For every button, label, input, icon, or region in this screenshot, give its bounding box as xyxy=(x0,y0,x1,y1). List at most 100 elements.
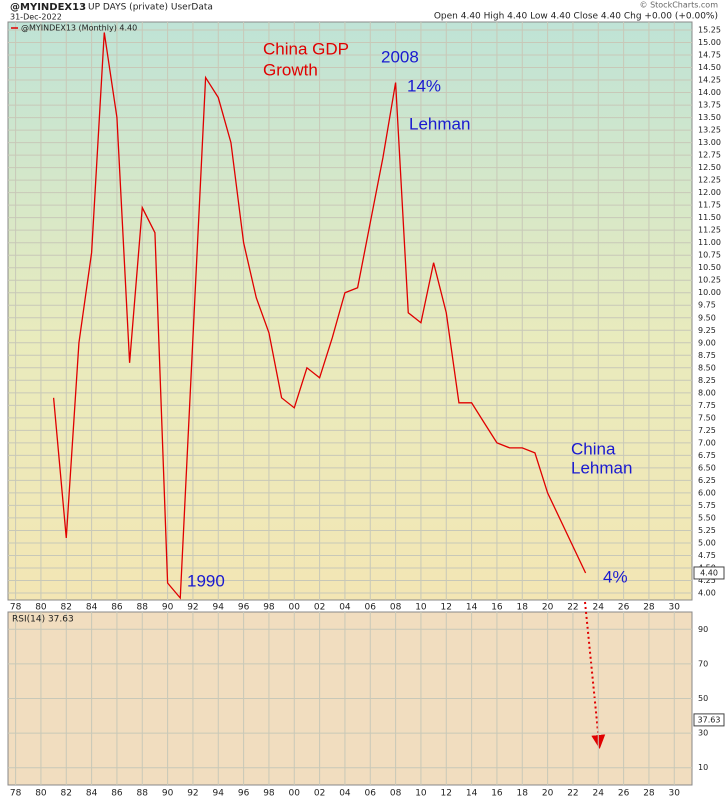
y-tick-label: 90 xyxy=(698,625,708,634)
x-tick-label: 22 xyxy=(567,603,578,613)
x-tick-label: 96 xyxy=(238,789,250,799)
x-tick-label: 90 xyxy=(162,789,174,799)
x-tick-label: 24 xyxy=(593,789,605,799)
x-tick-label: 80 xyxy=(35,603,47,613)
y-tick-label: 6.75 xyxy=(698,451,716,460)
x-tick-label: 10 xyxy=(415,603,427,613)
x-tick-label: 08 xyxy=(390,789,402,799)
y-tick-label: 7.75 xyxy=(698,401,716,410)
symbol: @MYINDEX13 xyxy=(10,2,86,13)
y-tick-label: 13.25 xyxy=(698,126,721,135)
x-tick-label: 26 xyxy=(618,603,630,613)
y-tick-label: 7.25 xyxy=(698,426,716,435)
x-tick-label: 92 xyxy=(187,789,198,799)
credit: © StockCharts.com xyxy=(640,1,719,10)
y-tick-label: 50 xyxy=(698,694,708,703)
y-tick-label: 8.75 xyxy=(698,351,716,360)
y-tick-label: 4.25 xyxy=(698,576,716,585)
annotation: 2008 xyxy=(381,47,419,66)
y-tick-label: 9.75 xyxy=(698,301,716,310)
x-tick-label: 22 xyxy=(567,789,578,799)
y-tick-label: 8.00 xyxy=(698,388,716,397)
y-tick-label: 5.75 xyxy=(698,501,716,510)
annotation: China xyxy=(571,439,616,458)
y-tick-label: 12.50 xyxy=(698,163,721,172)
y-tick-label: 5.50 xyxy=(698,513,716,522)
panel-title: RSI(14) 37.63 xyxy=(12,615,74,625)
y-tick-label: 13.50 xyxy=(698,113,721,122)
x-tick-label: 78 xyxy=(10,789,22,799)
y-tick-label: 10.25 xyxy=(698,276,721,285)
y-tick-label: 4.00 xyxy=(698,588,716,597)
last-value-label: 37.63 xyxy=(698,715,721,724)
y-tick-label: 6.50 xyxy=(698,463,716,472)
y-tick-label: 11.25 xyxy=(698,226,721,235)
y-tick-label: 10.50 xyxy=(698,263,721,272)
x-tick-label: 14 xyxy=(466,789,478,799)
y-tick-label: 9.50 xyxy=(698,313,716,322)
x-tick-label: 18 xyxy=(517,789,529,799)
y-tick-label: 7.50 xyxy=(698,413,716,422)
y-tick-label: 8.25 xyxy=(698,376,716,385)
y-tick-label: 30 xyxy=(698,729,708,738)
x-tick-label: 84 xyxy=(86,603,98,613)
y-tick-label: 13.75 xyxy=(698,101,721,110)
x-tick-label: 86 xyxy=(111,603,123,613)
y-tick-label: 14.50 xyxy=(698,63,721,72)
x-tick-label: 18 xyxy=(517,603,529,613)
y-tick-label: 11.00 xyxy=(698,238,721,247)
x-tick-label: 02 xyxy=(314,603,325,613)
y-tick-label: 5.00 xyxy=(698,538,716,547)
x-tick-label: 24 xyxy=(593,603,605,613)
arrow xyxy=(584,601,606,749)
x-tick-label: 30 xyxy=(669,603,681,613)
y-tick-label: 10.00 xyxy=(698,288,721,297)
y-tick-label: 8.50 xyxy=(698,363,716,372)
annotation: 4% xyxy=(603,567,628,586)
date: 31-Dec-2022 xyxy=(10,13,62,22)
y-tick-label: 70 xyxy=(698,659,708,668)
x-tick-label: 08 xyxy=(390,603,402,613)
y-tick-label: 6.00 xyxy=(698,488,716,497)
y-tick-label: 14.00 xyxy=(698,88,721,97)
x-tick-label: 04 xyxy=(339,603,351,613)
x-tick-label: 26 xyxy=(618,789,630,799)
y-tick-label: 4.75 xyxy=(698,551,716,560)
x-tick-label: 00 xyxy=(289,603,301,613)
y-tick-label: 10 xyxy=(698,763,708,772)
y-tick-label: 11.75 xyxy=(698,201,721,210)
x-tick-label: 98 xyxy=(263,789,275,799)
x-tick-label: 92 xyxy=(187,603,198,613)
x-tick-label: 30 xyxy=(669,789,681,799)
legend-label: @MYINDEX13 (Monthly) 4.40 xyxy=(21,24,137,33)
annotation: Lehman xyxy=(409,114,470,133)
annotation: 1990 xyxy=(187,571,225,590)
y-tick-label: 9.25 xyxy=(698,326,716,335)
last-value-label: 4.40 xyxy=(700,568,718,577)
x-tick-label: 94 xyxy=(213,789,225,799)
x-tick-label: 04 xyxy=(339,789,351,799)
quote: Open 4.40 High 4.40 Low 4.40 Close 4.40 … xyxy=(434,12,718,22)
last-value-tag xyxy=(693,566,725,580)
y-tick-label: 11.50 xyxy=(698,213,721,222)
y-tick-label: 13.00 xyxy=(698,138,721,147)
x-tick-label: 82 xyxy=(61,603,72,613)
annotation: China GDP xyxy=(263,39,349,58)
y-tick-label: 12.75 xyxy=(698,151,721,160)
x-tick-label: 16 xyxy=(491,789,503,799)
x-tick-label: 88 xyxy=(137,789,149,799)
x-tick-label: 20 xyxy=(542,603,554,613)
x-tick-label: 90 xyxy=(162,603,174,613)
x-tick-label: 12 xyxy=(441,789,452,799)
y-tick-label: 10.75 xyxy=(698,251,721,260)
y-tick-label: 5.25 xyxy=(698,526,716,535)
x-tick-label: 84 xyxy=(86,789,98,799)
y-tick-label: 7.00 xyxy=(698,438,716,447)
y-tick-label: 14.75 xyxy=(698,51,721,60)
x-tick-label: 06 xyxy=(365,603,377,613)
data-line xyxy=(52,32,587,600)
x-tick-label: 88 xyxy=(137,603,149,613)
annotation: Growth xyxy=(263,60,318,79)
x-tick-label: 78 xyxy=(10,603,22,613)
